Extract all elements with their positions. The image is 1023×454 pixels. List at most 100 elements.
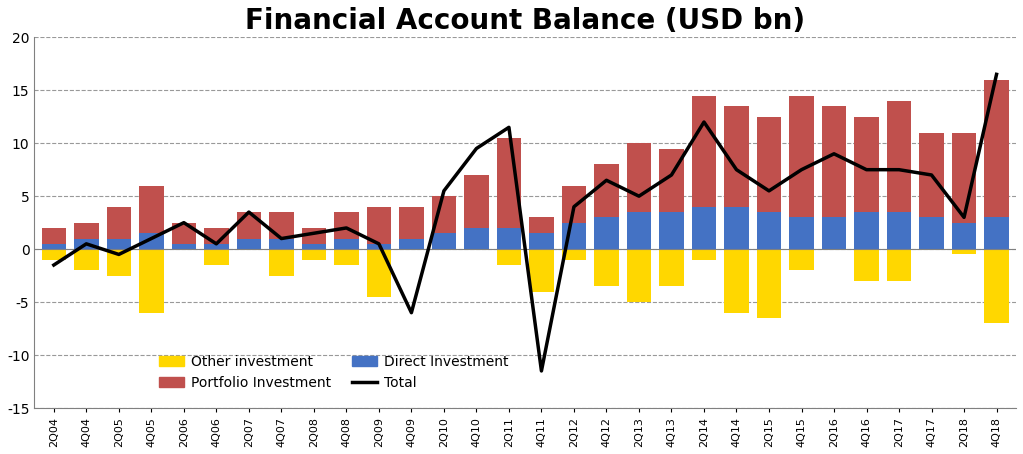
Bar [920,217,944,249]
Bar [887,249,911,281]
Bar [821,106,846,217]
Bar [984,249,1009,323]
Bar [432,233,456,249]
Bar [139,186,164,233]
Bar [920,133,944,217]
Bar [42,244,66,249]
Total [48,262,60,268]
Bar [854,117,879,212]
Bar [790,217,813,249]
Bar [951,133,976,222]
Bar [366,244,391,249]
Bar [659,249,683,286]
Bar [627,249,652,302]
Bar [399,207,424,238]
Bar [205,228,228,244]
Bar [464,175,489,228]
Bar [106,249,131,276]
Bar [269,212,294,238]
Bar [302,249,326,260]
Bar [594,249,619,286]
Bar [432,196,456,233]
Bar [205,249,228,265]
Bar [205,244,228,249]
Total [601,178,613,183]
Total [242,209,255,215]
Bar [887,101,911,212]
Legend: Other investment, Portfolio Investment, Direct Investment, Total: Other investment, Portfolio Investment, … [159,355,508,390]
Bar [594,217,619,249]
Bar [335,212,359,238]
Total [665,172,677,178]
Total [795,167,807,173]
Total [535,368,547,374]
Bar [399,244,424,249]
Bar [172,244,196,249]
Bar [984,79,1009,217]
Bar [529,217,553,233]
Total [113,252,125,257]
Total [372,241,385,247]
Total [763,188,775,193]
Bar [951,249,976,254]
Total [178,220,190,225]
Bar [74,249,98,270]
Total [210,241,222,247]
Total [80,241,92,247]
Bar [269,249,294,276]
Bar [42,249,66,260]
Bar [854,249,879,281]
Bar [562,222,586,249]
Bar [724,207,749,249]
Bar [790,249,813,270]
Bar [335,249,359,265]
Bar [236,212,261,238]
Bar [659,148,683,212]
Bar [236,238,261,249]
Bar [984,217,1009,249]
Bar [724,249,749,313]
Bar [269,238,294,249]
Total [958,215,970,220]
Bar [920,186,944,249]
Bar [627,212,652,249]
Total [145,236,158,241]
Total [471,146,483,151]
Total [568,204,580,209]
Total [698,119,710,125]
Bar [692,95,716,207]
Total [405,310,417,316]
Bar [627,143,652,212]
Bar [790,95,813,217]
Total [730,167,743,173]
Bar [302,244,326,249]
Total [926,172,938,178]
Bar [139,249,164,313]
Bar [366,249,391,297]
Total [828,151,840,157]
Bar [529,233,553,249]
Bar [464,207,489,249]
Bar [594,164,619,217]
Bar [106,238,131,249]
Bar [757,212,782,249]
Bar [464,228,489,249]
Bar [335,238,359,249]
Bar [366,207,391,244]
Bar [724,106,749,207]
Bar [562,249,586,260]
Bar [562,186,586,222]
Total [341,225,353,231]
Bar [529,249,553,291]
Bar [757,249,782,318]
Bar [106,207,131,238]
Bar [497,228,521,249]
Bar [74,238,98,249]
Bar [497,249,521,265]
Bar [302,228,326,244]
Bar [757,117,782,212]
Bar [692,249,716,260]
Total [990,72,1003,77]
Title: Financial Account Balance (USD bn): Financial Account Balance (USD bn) [246,7,805,35]
Bar [951,222,976,249]
